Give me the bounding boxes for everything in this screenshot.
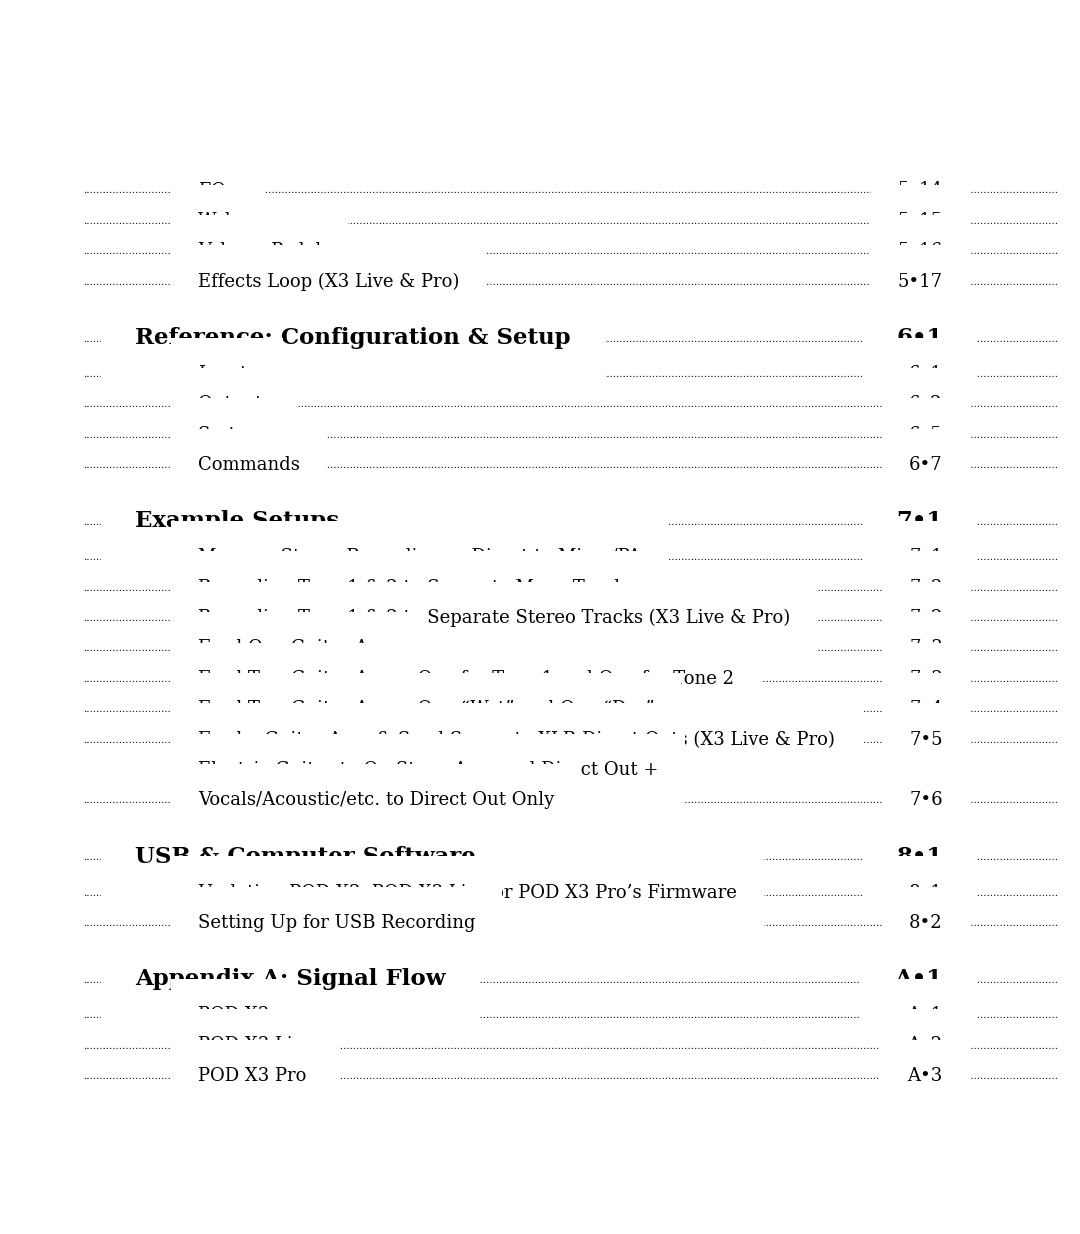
Text: ................................................................................: ........................................… <box>83 919 1057 928</box>
Text: USB & Computer Software: USB & Computer Software <box>135 845 476 868</box>
Text: 8•1: 8•1 <box>909 884 943 902</box>
Text: 8•1: 8•1 <box>896 845 943 868</box>
Text: System: System <box>198 426 265 443</box>
Text: 7•1: 7•1 <box>909 548 943 566</box>
Text: Commands: Commands <box>198 455 299 474</box>
Text: ................................................................................: ........................................… <box>83 675 1057 684</box>
Text: ................................................................................: ........................................… <box>83 735 1057 744</box>
Text: 6•1: 6•1 <box>909 365 943 383</box>
Text: 5•14: 5•14 <box>897 181 943 200</box>
Text: ................................................................................: ........................................… <box>83 334 1057 343</box>
Text: ................................................................................: ........................................… <box>83 518 1057 527</box>
Text: Outputs: Outputs <box>198 395 271 413</box>
Text: ................................................................................: ........................................… <box>83 217 1057 226</box>
Text: 7•3: 7•3 <box>909 670 943 687</box>
Text: POD X3: POD X3 <box>198 1006 269 1024</box>
Text: ................................................................................: ........................................… <box>83 370 1057 379</box>
Text: ................................................................................: ........................................… <box>83 247 1057 257</box>
Text: 6•7: 6•7 <box>909 455 943 474</box>
Text: Reference: Configuration & Setup: Reference: Configuration & Setup <box>135 327 570 349</box>
Text: Feed Two Guitar Amps, One “Wet” and One “Dry”: Feed Two Guitar Amps, One “Wet” and One … <box>198 700 654 718</box>
Text: Feed One Guitar Amp: Feed One Guitar Amp <box>198 639 396 658</box>
Text: 8•2: 8•2 <box>909 914 943 932</box>
Text: Wah: Wah <box>198 212 238 230</box>
Text: Example Setups: Example Setups <box>135 510 339 532</box>
Text: A•1: A•1 <box>907 1006 943 1024</box>
Text: ................................................................................: ........................................… <box>83 1041 1057 1050</box>
Text: 7•1: 7•1 <box>896 510 943 532</box>
Text: 6•5: 6•5 <box>909 426 943 443</box>
Text: A•2: A•2 <box>907 1037 943 1055</box>
Text: ................................................................................: ........................................… <box>83 796 1057 806</box>
Text: ................................................................................: ........................................… <box>83 854 1057 863</box>
Text: ................................................................................: ........................................… <box>83 1072 1057 1081</box>
Text: Updating POD X3, POD X3 Live or POD X3 Pro’s Firmware: Updating POD X3, POD X3 Live or POD X3 P… <box>198 884 737 902</box>
Text: Volume Pedal: Volume Pedal <box>198 242 321 260</box>
Text: ................................................................................: ........................................… <box>83 976 1057 985</box>
Text: ................................................................................: ........................................… <box>83 553 1057 563</box>
Text: ................................................................................: ........................................… <box>83 1011 1057 1021</box>
Text: 7•2: 7•2 <box>909 579 943 596</box>
Text: 7•6: 7•6 <box>909 791 943 810</box>
Text: Mono or Stereo Recording or Direct to Mixer/PA: Mono or Stereo Recording or Direct to Mi… <box>198 548 640 566</box>
Text: 7•3: 7•3 <box>909 639 943 658</box>
Text: 5•17: 5•17 <box>897 273 943 290</box>
Text: Appendix A: Signal Flow: Appendix A: Signal Flow <box>135 969 446 990</box>
Text: ................................................................................: ........................................… <box>83 186 1057 195</box>
Text: ................................................................................: ........................................… <box>83 462 1057 470</box>
Text: ................................................................................: ........................................… <box>83 584 1057 592</box>
Text: Electric Guitar to On-Stage Amp and Direct Out +: Electric Guitar to On-Stage Amp and Dire… <box>198 761 658 779</box>
Text: ................................................................................: ........................................… <box>83 278 1057 286</box>
Text: Setting Up for USB Recording: Setting Up for USB Recording <box>198 914 475 932</box>
Text: 6•2: 6•2 <box>909 395 943 413</box>
Text: Recording Tone 1 & 2 to Separate Stereo Tracks (X3 Live & Pro): Recording Tone 1 & 2 to Separate Stereo … <box>198 608 791 627</box>
Text: 7•2: 7•2 <box>909 608 943 627</box>
Text: POD X3 Live: POD X3 Live <box>198 1037 313 1055</box>
Text: Feed a Guitar Amp & Send Separate XLR Direct Outs (X3 Live & Pro): Feed a Guitar Amp & Send Separate XLR Di… <box>198 731 835 749</box>
Text: 5•15: 5•15 <box>897 212 943 230</box>
Text: A•3: A•3 <box>907 1067 943 1085</box>
Text: Effects Loop (X3 Live & Pro): Effects Loop (X3 Live & Pro) <box>198 273 459 291</box>
Text: ................................................................................: ........................................… <box>83 644 1057 653</box>
Text: POD X3 Pro: POD X3 Pro <box>198 1067 306 1085</box>
Text: Vocals/Acoustic/etc. to Direct Out Only: Vocals/Acoustic/etc. to Direct Out Only <box>198 791 554 810</box>
Text: Inputs: Inputs <box>198 365 256 383</box>
Text: ................................................................................: ........................................… <box>83 615 1057 623</box>
Text: ................................................................................: ........................................… <box>83 705 1057 714</box>
Text: ................................................................................: ........................................… <box>83 400 1057 410</box>
Text: Recording Tone 1 & 2 to Separate Mono Tracks: Recording Tone 1 & 2 to Separate Mono Tr… <box>198 579 634 596</box>
Text: A•1: A•1 <box>894 969 943 990</box>
Text: Feed Two Guitar Amps, One for Tone 1 and One for Tone 2: Feed Two Guitar Amps, One for Tone 1 and… <box>198 670 733 687</box>
Text: 5•16: 5•16 <box>897 242 943 260</box>
Text: 7•4: 7•4 <box>909 700 943 718</box>
Text: 6•1: 6•1 <box>896 327 943 349</box>
Text: 7•5: 7•5 <box>909 731 943 749</box>
Text: ................................................................................: ........................................… <box>83 431 1057 439</box>
Text: ................................................................................: ........................................… <box>83 888 1057 897</box>
Text: EQ: EQ <box>198 181 226 200</box>
